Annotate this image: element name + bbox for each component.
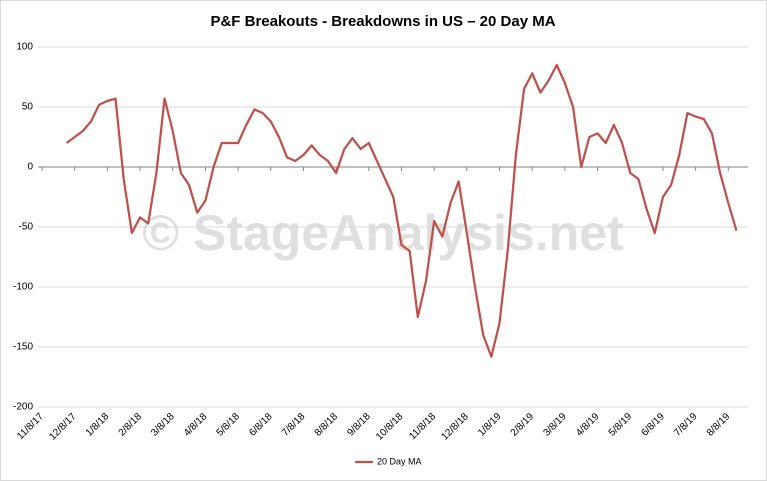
y-tick-label: -200 xyxy=(13,402,33,413)
line-series xyxy=(65,63,738,358)
y-tick-label: 50 xyxy=(22,102,34,113)
y-tick-label: 0 xyxy=(27,162,33,173)
y-tick-label: -100 xyxy=(13,282,33,293)
watermark: © StageAnalysis.net xyxy=(142,205,624,261)
chart-title: P&F Breakouts - Breakdowns in US – 20 Da… xyxy=(210,13,555,30)
y-tick-label: -150 xyxy=(13,342,33,353)
y-tick-label: -50 xyxy=(19,222,34,233)
legend-label: 20 Day MA xyxy=(377,456,422,466)
y-tick-label: 100 xyxy=(16,42,33,53)
